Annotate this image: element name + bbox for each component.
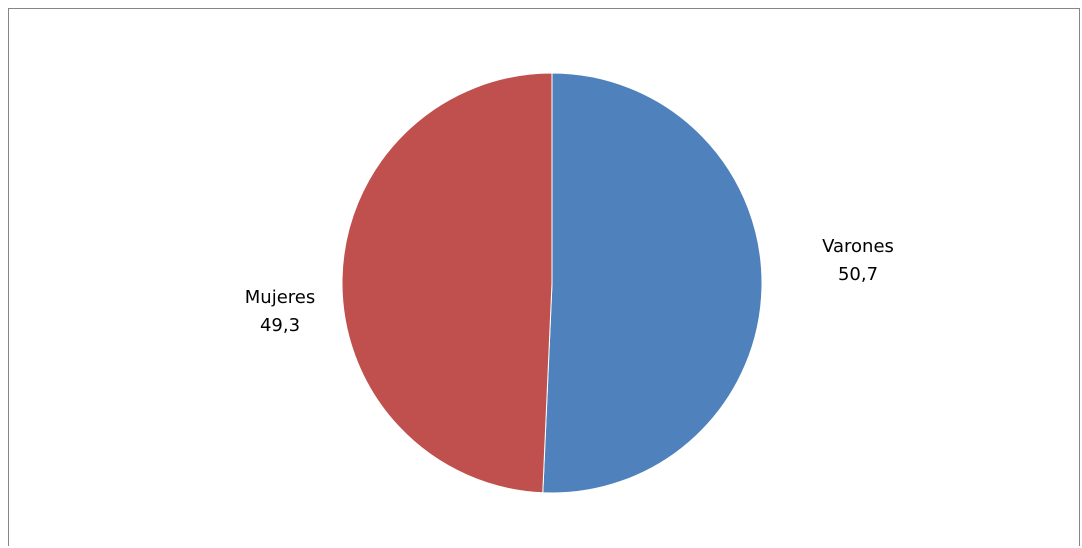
chart-area: [8, 8, 1080, 546]
pie-slice-varones: [542, 72, 763, 494]
slice-label-varones-name: Varones: [822, 236, 894, 257]
slice-label-mujeres-value: 49,3: [260, 315, 300, 336]
pie-slice-mujeres: [341, 72, 553, 494]
slice-label-mujeres-name: Mujeres: [245, 287, 315, 308]
pie-labels: Varones 50,7 Mujeres 49,3: [245, 236, 894, 336]
pie-slices: [341, 72, 763, 494]
slice-label-varones-value: 50,7: [838, 264, 878, 285]
